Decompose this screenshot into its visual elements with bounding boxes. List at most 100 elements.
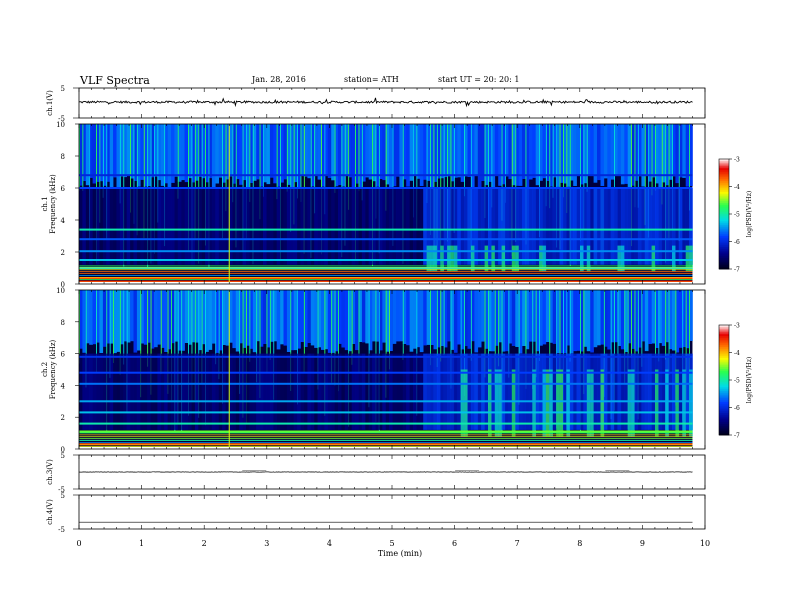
spectrogram-cell (198, 124, 202, 177)
spectrogram-cell (286, 188, 291, 265)
chorus-burst (631, 369, 635, 437)
spectrogram-cell (467, 290, 472, 349)
y-axis-label: Frequency (kHz) (49, 174, 57, 234)
spectrogram-cell (167, 124, 172, 188)
spectrogram-cell (249, 290, 254, 349)
chorus-burst (433, 245, 438, 272)
colorbar-cell (719, 429, 729, 432)
colorbar-cell (719, 184, 729, 187)
sferic-streak (566, 124, 568, 213)
spectrogram-cell (457, 290, 461, 345)
spectrogram-cell (597, 124, 601, 181)
spectrogram-cell (382, 353, 386, 430)
sferic-streak (518, 290, 520, 405)
colorbar-cell (719, 378, 729, 381)
spectrogram-cell (123, 124, 127, 178)
spectrogram-cell (136, 353, 141, 430)
spectrogram-cell (92, 124, 97, 184)
spectrogram-cell (239, 124, 243, 185)
sferic-streak (126, 290, 128, 412)
y-tick-label: -5 (58, 526, 65, 534)
colorbar-cell (719, 381, 729, 385)
sferic-streak (79, 290, 80, 364)
spectrogram-cell (191, 124, 196, 183)
spectrogram-cell (378, 290, 383, 351)
spectrogram-cell (235, 353, 240, 430)
sferic-streak (235, 124, 237, 248)
sferic-streak (385, 124, 387, 211)
spectrogram-cell (399, 290, 404, 342)
colorbar-cell (719, 245, 729, 248)
colorbar-cell (719, 405, 729, 408)
colorbar-cell (719, 201, 729, 204)
spectrogram-cell (184, 290, 189, 343)
spectrogram-cell (675, 124, 680, 184)
spectrogram-cell (143, 188, 148, 265)
time-axis: 0 1 2 3 4 5 6 7 8 9 10 (76, 539, 710, 548)
colorbar-cell (719, 370, 729, 374)
spectrogram-cell (259, 188, 264, 265)
chorus-burst (675, 369, 680, 437)
spectrogram-cell (389, 290, 393, 351)
sferic-streak (286, 124, 288, 192)
spectrogram-cell (293, 353, 298, 430)
colorbar-cell (719, 182, 729, 186)
spectrogram-cell (450, 124, 455, 182)
spectrogram-cell (474, 124, 479, 176)
spectrogram-cell (637, 124, 642, 177)
spectrogram-cell (620, 290, 625, 350)
spectrogram-cell (637, 188, 642, 265)
spectrogram-cell (143, 353, 148, 430)
spectrogram-cell (590, 124, 594, 176)
spectrogram-cell (556, 188, 560, 265)
sferic-streak (668, 290, 670, 375)
spectrogram-cell (372, 124, 376, 182)
colorbar-cell (719, 226, 729, 230)
spectrogram-cell (658, 124, 663, 188)
spectrogram-cell (634, 290, 639, 352)
spectrogram-cell (525, 188, 530, 265)
spectrogram-cell (549, 124, 553, 187)
colorbar-cell (719, 232, 729, 235)
spectrogram-cell (344, 353, 349, 430)
spectrogram-cell (430, 353, 434, 430)
sferic-streak (661, 124, 663, 205)
spectrogram-cell (246, 353, 250, 430)
spectrogram-cell (566, 124, 571, 187)
spectrogram-cell (310, 353, 315, 430)
colorbar-cell (719, 330, 729, 333)
spectrogram-cell (477, 124, 482, 188)
spectrogram-cell (218, 290, 223, 351)
sferic-streak (634, 290, 636, 402)
spectrogram-cell (651, 290, 656, 344)
sferic-streak (389, 290, 390, 370)
sferic-streak (273, 290, 275, 400)
spectrogram-cell (334, 124, 339, 187)
colorbar-cell (719, 345, 729, 348)
spectrogram-cell (242, 290, 247, 348)
spectrogram-cell (358, 188, 363, 265)
spectrogram-cell (549, 290, 553, 343)
colorbar-cell (719, 363, 729, 366)
x-tick-label: 8 (577, 539, 582, 548)
colorbar-cell (719, 248, 729, 252)
spectrogram-cell (99, 188, 104, 265)
colorbar-cell (719, 358, 729, 361)
spectrogram-cell (464, 290, 468, 347)
spectrogram-baseline (79, 282, 693, 284)
spectrogram-cell (614, 188, 618, 265)
sferic-streak (549, 124, 551, 209)
spectrogram-cell (491, 124, 496, 187)
spectrogram-cell (263, 188, 267, 265)
spectrogram-cell (331, 353, 335, 430)
spectrogram-cell (416, 353, 421, 430)
spectrogram-cell (297, 353, 301, 430)
spectrogram-cell (106, 290, 110, 344)
spectrogram-cell (314, 353, 318, 430)
spectrogram-cell (470, 353, 475, 430)
spectrogram-cell (597, 188, 601, 265)
spectrogram-cell (211, 290, 216, 344)
spectrogram-cell (341, 290, 346, 348)
spectrogram-cell (678, 353, 683, 430)
spectrogram-cell (147, 290, 151, 343)
